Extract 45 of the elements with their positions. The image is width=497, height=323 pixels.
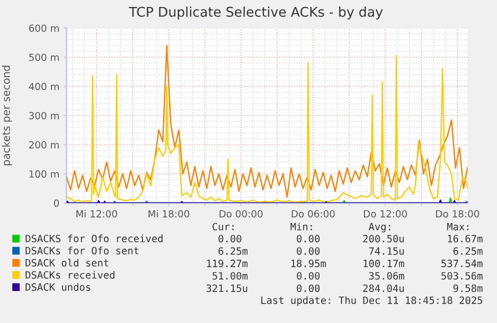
text: 0.00	[296, 247, 320, 255]
legend-label: DSACKs received	[26, 270, 114, 279]
text: 51.00m	[212, 272, 248, 280]
y-tick-label: 0	[54, 199, 59, 207]
text: 284.04u	[363, 284, 404, 292]
text: 0.00	[218, 234, 242, 242]
x-tick-label: Do 18:00	[436, 210, 480, 218]
text: 35.06m	[369, 272, 404, 280]
text: 6.25m	[453, 247, 482, 255]
x-tick-label: Mi 18:00	[148, 210, 190, 218]
text: 100.17m	[364, 260, 404, 268]
text: 9.58m	[453, 284, 482, 292]
text: 6.25m	[218, 247, 248, 255]
legend-label: DSACK old sent	[26, 258, 108, 267]
text: 16.67m	[448, 234, 482, 242]
y-tick-label: 500 m	[29, 54, 59, 61]
text: 18.95m	[291, 260, 326, 268]
text: 0.00	[296, 272, 320, 280]
text: Last update: Thu Dec 11 18:45:18 2025	[261, 296, 482, 306]
x-tick-label: Mi 12:00	[76, 210, 118, 218]
x-tick-label: Do 06:00	[292, 210, 335, 218]
y-tick-label: 300 m	[29, 112, 59, 120]
legend-label: DSACKS for Ofo received	[26, 234, 163, 242]
text: Cur:	[212, 222, 234, 230]
text: 0.00	[296, 234, 320, 242]
y-axis-title: packets per second	[2, 66, 12, 166]
text: Avg:	[368, 222, 390, 232]
y-tick-label: 200 m	[29, 141, 59, 148]
text: 321.15u	[206, 284, 248, 292]
text: 537.54m	[441, 260, 482, 268]
text: 74.15u	[369, 247, 404, 255]
text: 200.50u	[363, 234, 404, 242]
text: Min:	[290, 222, 312, 230]
x-tick-label: Do 12:00	[364, 210, 407, 218]
legend-label: DSACK undos	[26, 283, 90, 291]
y-tick-label: 400 m	[28, 82, 59, 90]
text: 503.56m	[441, 272, 482, 280]
text: 119.27m	[207, 260, 248, 268]
y-tick-label: 100 m	[30, 170, 59, 178]
legend-label: DSACKs for Ofo sent	[26, 246, 138, 254]
text: 0.00	[296, 284, 320, 292]
x-tick-label: Do 00:00	[220, 210, 263, 218]
text: Max:	[447, 222, 468, 230]
y-tick-label: 600 m	[29, 24, 59, 32]
chart-title: TCP Duplicate Selective ACKs - by day	[128, 6, 383, 20]
